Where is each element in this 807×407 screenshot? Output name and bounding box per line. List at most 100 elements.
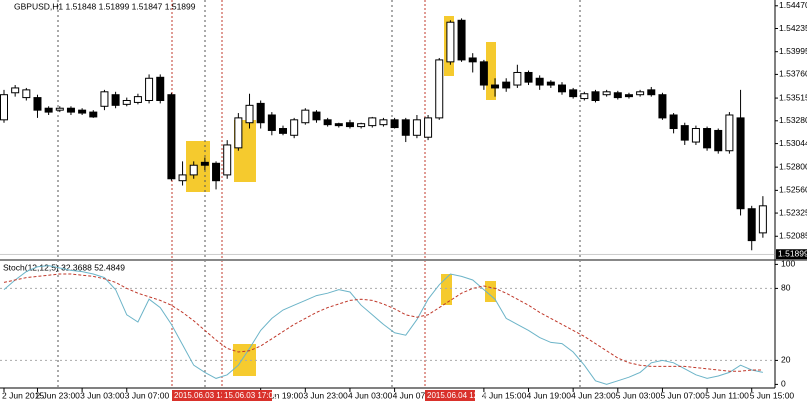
x-tick-label: 4 Jun 07:00 — [393, 390, 438, 400]
candle-body — [524, 71, 533, 83]
highlight — [186, 141, 210, 192]
candle-body — [714, 129, 723, 152]
candle-body — [546, 81, 555, 86]
candle-body — [256, 102, 265, 124]
crosshair-label: 2015.06.04 12:00 — [427, 391, 490, 400]
highlight — [486, 42, 496, 100]
candle-body — [613, 92, 622, 99]
candle-body — [468, 57, 477, 63]
x-tick-label: 3 Jun 07:00 — [125, 390, 170, 400]
y-tick-label: 1.54470 — [779, 0, 807, 10]
y-tick-label: 0 — [781, 379, 786, 389]
candle-body — [200, 161, 209, 166]
candle-body — [167, 94, 176, 180]
x-tick-label: 5 Jun 03:00 — [616, 390, 661, 400]
candle-body — [312, 111, 321, 121]
candle-body — [334, 123, 343, 127]
candle-body — [412, 119, 421, 136]
y-tick-label: 80 — [781, 283, 791, 293]
candle-body — [345, 122, 354, 128]
crosshair-label-box — [222, 390, 272, 401]
candle-body — [111, 94, 120, 106]
candle-body — [558, 84, 566, 93]
candle-body — [636, 91, 645, 96]
candle-body — [647, 89, 656, 96]
candle-body — [535, 77, 544, 86]
candle-body — [33, 97, 42, 111]
candle-body — [747, 208, 756, 242]
candle-body — [0, 94, 8, 121]
candle-body — [580, 93, 589, 100]
candle-body — [267, 114, 276, 131]
y-tick-label: 1.53044 — [779, 138, 807, 148]
candle-body — [703, 128, 712, 149]
y-tick-label: 1.52800 — [779, 161, 807, 171]
candle-body — [680, 125, 689, 141]
x-tick-label: 3 Jun 03:00 — [80, 390, 125, 400]
candle-body — [602, 91, 611, 96]
candle-body — [390, 119, 399, 129]
crosshair-lines — [171, 0, 426, 388]
x-tick-label: 4 Jun 15:00 — [482, 390, 527, 400]
candle-body — [624, 94, 633, 98]
candle-body — [502, 81, 511, 89]
y-tick-label: 1.52085 — [779, 231, 807, 241]
candle-body — [11, 87, 20, 94]
candle-body — [569, 89, 578, 98]
y-tick-label: 1.53280 — [779, 115, 807, 125]
stoch-line — [3, 273, 763, 372]
candle-body — [178, 174, 187, 182]
crosshair-label-box — [425, 390, 475, 401]
x-tick-label: 2 Jun 23:00 — [35, 390, 80, 400]
candle-body — [78, 109, 87, 114]
indicator-title: Stoch(12,12,5) 32.3688 52.4849 — [3, 262, 125, 272]
candle-body — [591, 91, 600, 101]
candle-body — [669, 114, 678, 130]
candle-body — [758, 205, 767, 234]
candle-body — [424, 117, 433, 138]
candle-body — [156, 76, 165, 101]
chart-title: GBPUSD,H1 1.51848 1.51899 1.51847 1.5189… — [14, 1, 196, 11]
crosshair-label: 2015.06.03 13:00 — [174, 391, 237, 400]
y-tick-label: 1.53760 — [779, 69, 807, 79]
candle-body — [379, 119, 388, 126]
y-tick-label: 100 — [781, 259, 795, 269]
candle-body — [357, 123, 366, 128]
x-tick-label: 2 Jun 2015 — [2, 390, 44, 400]
candle-body — [457, 19, 466, 61]
candle-body — [725, 114, 734, 152]
x-tick-label: 5 Jun 15:00 — [750, 390, 795, 400]
candle-body — [212, 162, 221, 182]
candle-body — [513, 71, 522, 86]
candle-body — [55, 107, 64, 111]
candle-body — [279, 128, 287, 134]
y-tick-label: 1.52560 — [779, 185, 807, 195]
stoch-line — [3, 265, 763, 385]
candle-body — [491, 84, 500, 89]
candle-body — [189, 164, 198, 176]
candle-body — [435, 59, 444, 119]
candle-body — [122, 99, 131, 105]
candle-body — [658, 94, 667, 119]
candle-body — [245, 104, 254, 124]
candle-body — [133, 96, 142, 103]
candle-body — [234, 117, 243, 149]
candle-body — [401, 119, 410, 136]
x-tick-label: 4 Jun 03:00 — [348, 390, 393, 400]
crosshair-label: 15.06.03 17:00 — [224, 391, 278, 400]
y-tick-label: 20 — [781, 355, 791, 365]
candle-body — [100, 91, 109, 107]
candle-body — [66, 107, 75, 113]
y-tick-label: 1.53515 — [779, 92, 807, 102]
candle-body — [301, 109, 310, 124]
candle-body — [145, 77, 154, 101]
x-tick-label: 4 Jun 23:00 — [571, 390, 616, 400]
crosshair-label-box — [172, 390, 222, 401]
candle-body — [89, 111, 98, 118]
candle-body — [691, 128, 700, 143]
candle-body — [22, 89, 31, 99]
y-tick-label: 1.53995 — [779, 46, 807, 56]
